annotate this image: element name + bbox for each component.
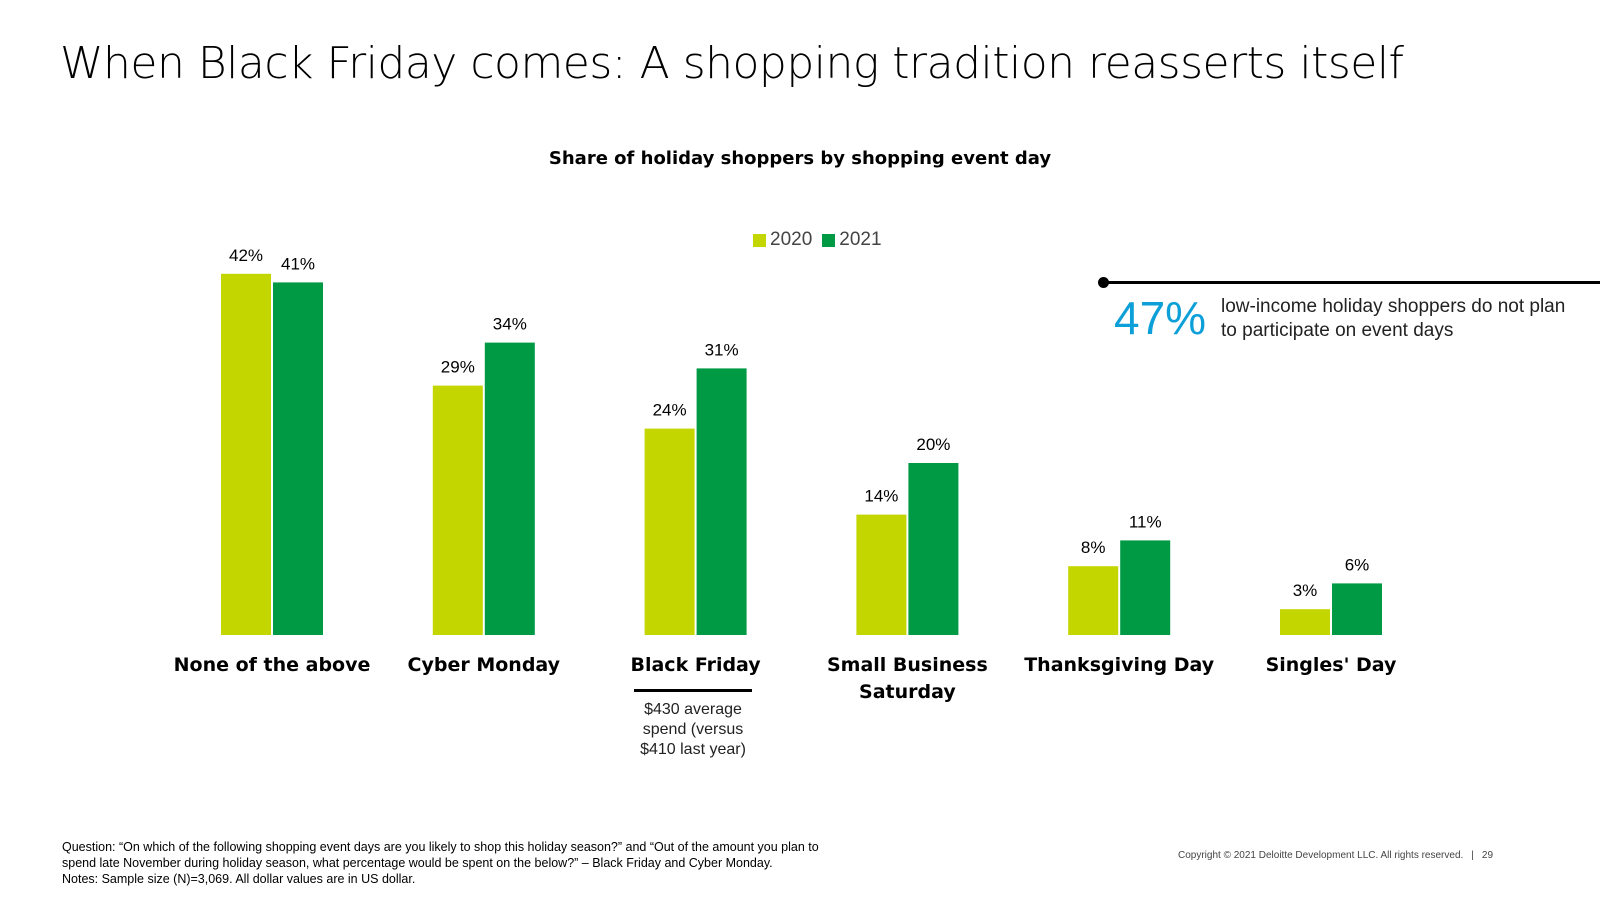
- legend-item-2020: 2020: [753, 229, 812, 251]
- category-label-2: Black Friday: [630, 654, 761, 676]
- footnote: Question: “On which of the following sho…: [62, 839, 922, 887]
- bar-2021-3: [908, 463, 959, 635]
- category-label-0: None of the above: [174, 654, 371, 676]
- data-label-2021-3: 20%: [916, 435, 950, 454]
- data-label-2020-5: 3%: [1293, 581, 1318, 600]
- footnote-question-line: spend late November during holiday seaso…: [62, 856, 773, 870]
- legend-label-2020: 2020: [770, 229, 813, 250]
- copyright-separator: |: [1471, 850, 1474, 861]
- category-label-5: Singles' Day: [1266, 654, 1397, 676]
- bar-2021-0: [273, 282, 323, 635]
- category-label-3: Saturday: [859, 681, 956, 703]
- data-label-2021-5: 6%: [1345, 555, 1370, 574]
- footnote-question-line: Question: “On which of the following sho…: [62, 840, 819, 854]
- black-friday-note-line: $430 average: [644, 701, 742, 718]
- data-label-2020-0: 42%: [229, 246, 263, 265]
- data-label-2020-2: 24%: [653, 401, 687, 420]
- category-label-1: Cyber Monday: [408, 654, 561, 676]
- bar-2021-1: [484, 342, 535, 635]
- chart-title: Share of holiday shoppers by shopping ev…: [548, 148, 1052, 169]
- data-label-2021-1: 34%: [493, 315, 527, 334]
- chart-legend: 2020 2021: [753, 229, 882, 251]
- category-label-3: Small Business: [827, 654, 988, 676]
- callout-value: 47%: [1114, 292, 1207, 344]
- legend-swatch-2020: [753, 233, 766, 247]
- black-friday-note-line: $410 last year): [640, 741, 746, 758]
- bar-2020-3: [856, 514, 907, 635]
- page-number: 29: [1481, 850, 1494, 861]
- data-label-2021-4: 11%: [1129, 512, 1162, 531]
- copyright-text: Copyright © 2021 Deloitte Development LL…: [1178, 850, 1464, 861]
- legend-item-2021: 2021: [822, 229, 882, 251]
- data-label-2020-1: 29%: [441, 358, 475, 377]
- callout-dot: [1098, 277, 1109, 288]
- callout-divider: [1104, 281, 1600, 284]
- footnote-notes: Notes: Sample size (N)=3,069. All dollar…: [62, 872, 416, 886]
- bar-2020-2: [644, 428, 695, 635]
- legend-label-2021: 2021: [839, 229, 882, 250]
- bar-2021-2: [696, 368, 747, 635]
- bar-2021-4: [1120, 540, 1171, 635]
- data-label-2020-4: 8%: [1081, 538, 1106, 557]
- black-friday-underline: [634, 689, 752, 692]
- data-label-2021-2: 31%: [705, 340, 739, 359]
- data-label-2021-0: 41%: [281, 254, 315, 273]
- bar-2021-5: [1332, 583, 1382, 635]
- callout-text: low-income holiday shoppers do not plan …: [1221, 296, 1566, 341]
- black-friday-note: $430 average spend (versus $410 last yea…: [623, 700, 763, 760]
- copyright-bar: Copyright © 2021 Deloitte Development LL…: [1178, 850, 1493, 861]
- black-friday-note-line: spend (versus: [642, 721, 744, 738]
- bar-2020-5: [1280, 609, 1330, 635]
- category-label-4: Thanksgiving Day: [1024, 654, 1215, 676]
- data-label-2020-3: 14%: [864, 487, 898, 506]
- bar-2020-1: [432, 385, 483, 635]
- legend-swatch-2021: [822, 233, 836, 247]
- page-title: When Black Friday comes: A shopping trad…: [60, 38, 1404, 89]
- bar-2020-4: [1068, 566, 1119, 635]
- bar-2020-0: [221, 273, 271, 635]
